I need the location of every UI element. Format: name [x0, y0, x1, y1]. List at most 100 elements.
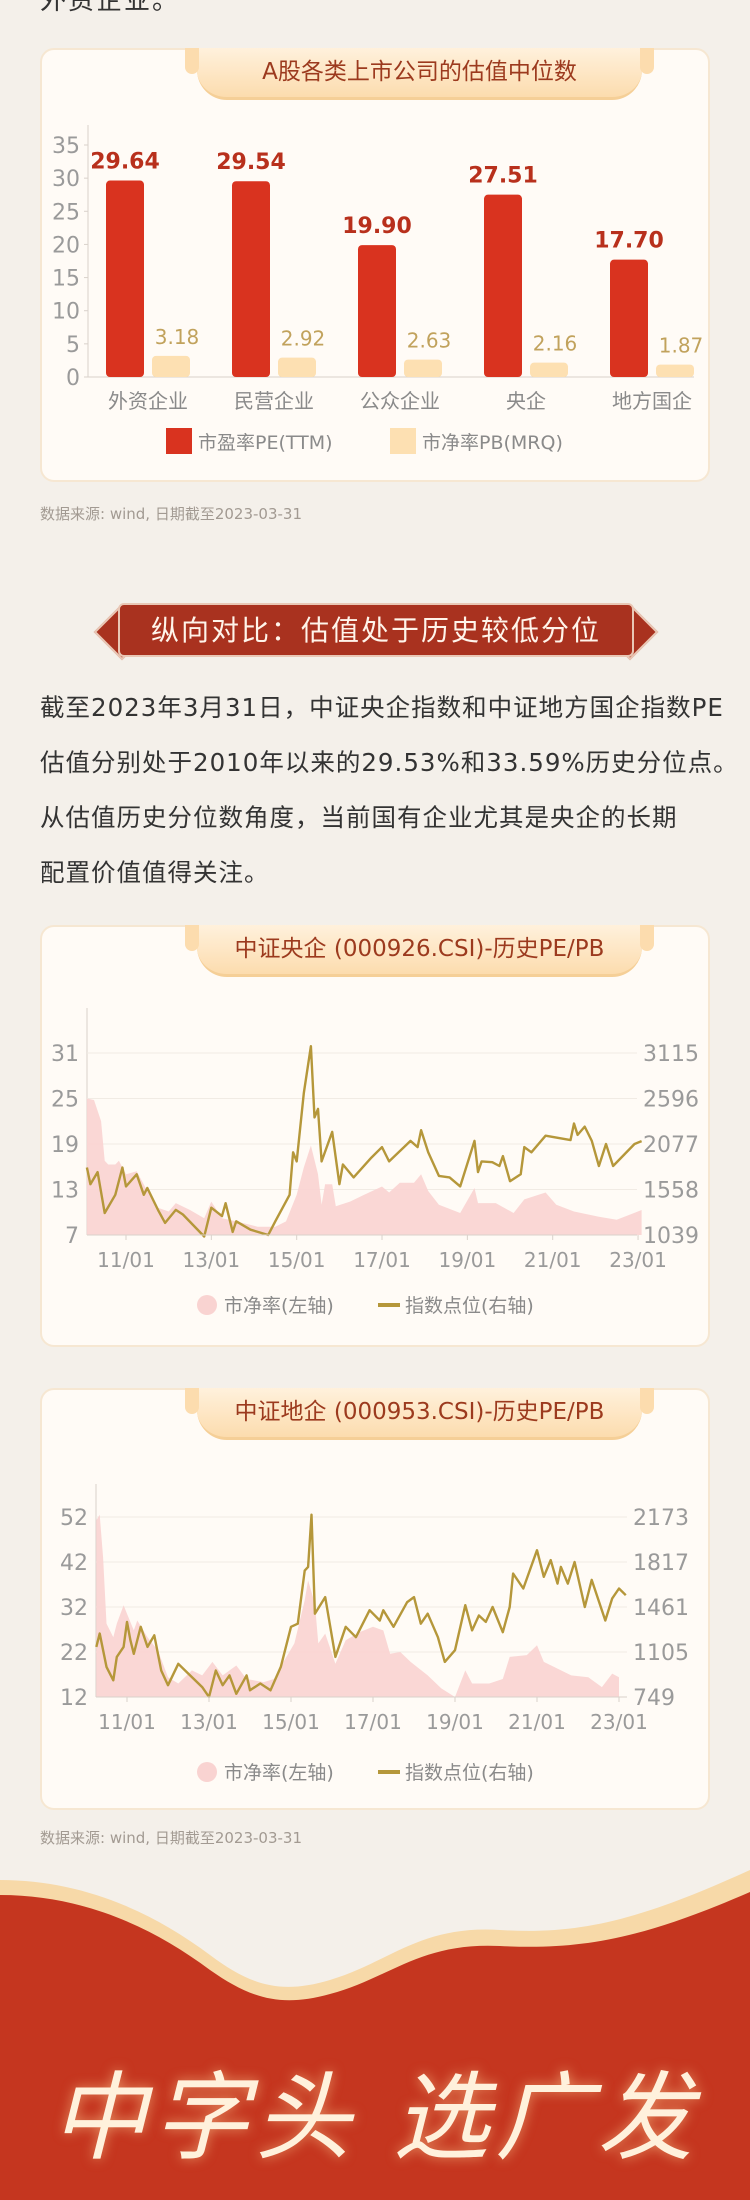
- y-tick-label: 20: [52, 233, 80, 258]
- right-axis-tick-label: 1105: [633, 1641, 689, 1666]
- right-axis-tick-label: 3115: [643, 1042, 699, 1067]
- right-axis-tick-label: 1039: [643, 1224, 699, 1249]
- category-label: 央企: [506, 389, 546, 413]
- category-label: 公众企业: [360, 389, 440, 413]
- footer-slogan-calligraphy: 中字头 选广发: [50, 2062, 700, 2174]
- legend-label-pb: 市净率(左轴): [224, 1762, 334, 1784]
- pb-bar: [404, 359, 442, 377]
- right-axis-tick-label: 2077: [643, 1133, 699, 1158]
- chart-title: 中证央企 (000926.CSI)-历史PE/PB: [185, 925, 654, 977]
- x-tick-label: 19/01: [426, 1710, 484, 1734]
- legend-label-index: 指数点位(右轴): [405, 1295, 534, 1317]
- paragraph-line: 从估值历史分位数角度，当前国有企业尤其是央企的长期: [40, 803, 678, 832]
- csi-local-soe-chart: 12 749 22 1105 32 1461 42 1817 52 2173 11/01 13/01 1…: [60, 1484, 689, 1784]
- section-heading: 纵向对比：估值处于历史较低分位: [118, 603, 634, 657]
- pe-data-label: 19.90: [342, 214, 412, 239]
- legend-label-pb: 市净率(左轴): [224, 1295, 334, 1317]
- pe-data-label: 29.54: [216, 150, 286, 175]
- paragraph-line: 配置价值值得关注。: [40, 858, 270, 887]
- pe-bar: [232, 181, 270, 377]
- pe-bar: [484, 194, 522, 377]
- left-axis-tick-label: 22: [60, 1641, 88, 1666]
- x-tick-label: 15/01: [268, 1248, 326, 1272]
- category-label: 外资企业: [108, 389, 188, 413]
- footer-red-wave: [0, 1870, 750, 2200]
- left-axis-tick-label: 25: [51, 1088, 79, 1113]
- bar-chart: 0 5 10 15 20 25 30 35 29.64 3.18 外资企业 29.54 2.92 民营企业…: [52, 125, 704, 454]
- chart-title: A股各类上市公司的估值中位数: [185, 48, 654, 100]
- x-tick-label: 11/01: [98, 1710, 156, 1734]
- legend-label-pb: 市净率PB(MRQ): [422, 432, 563, 454]
- pb-data-label: 1.87: [659, 334, 704, 358]
- chart-title: 中证地企 (000953.CSI)-历史PE/PB: [185, 1388, 654, 1440]
- index-line-series: [95, 1513, 627, 1699]
- section-paragraph: 截至2023年3月31日，中证央企指数和中证地方国企指数PE 估值分别处于201…: [40, 680, 739, 900]
- x-tick-label: 19/01: [439, 1248, 497, 1272]
- pb-bar: [656, 364, 694, 377]
- csi-central-soe-chart-card: 中证央企 (000926.CSI)-历史PE/PB: [40, 925, 710, 1347]
- x-tick-label: 17/01: [353, 1248, 411, 1272]
- left-axis-tick-label: 32: [60, 1596, 88, 1621]
- pb-bar: [530, 362, 568, 377]
- pe-bar: [106, 180, 144, 377]
- legend-label-index: 指数点位(右轴): [405, 1762, 534, 1784]
- left-axis-tick-label: 12: [60, 1686, 88, 1711]
- right-axis-tick-label: 1461: [633, 1596, 689, 1621]
- pe-data-label: 29.64: [90, 150, 160, 175]
- pe-bar: [610, 259, 648, 377]
- right-axis-tick-label: 1817: [633, 1551, 689, 1576]
- pb-area-series: [96, 1514, 619, 1697]
- left-axis-tick-label: 13: [51, 1179, 79, 1204]
- pb-data-label: 2.92: [281, 327, 326, 351]
- x-tick-label: 21/01: [524, 1248, 582, 1272]
- pe-data-label: 17.70: [594, 229, 664, 254]
- legend-swatch-pe: [166, 428, 192, 454]
- y-tick-label: 5: [66, 333, 80, 358]
- x-tick-label: 17/01: [344, 1710, 402, 1734]
- legend-swatch-pb: [197, 1295, 217, 1315]
- left-axis-tick-label: 7: [65, 1224, 79, 1249]
- x-tick-label: 23/01: [609, 1248, 667, 1272]
- data-source-note: 数据来源: wind, 日期截至2023-03-31: [40, 505, 302, 523]
- y-tick-label: 10: [52, 300, 80, 325]
- category-label: 民营企业: [234, 389, 314, 413]
- right-axis-tick-label: 2596: [643, 1088, 699, 1113]
- x-tick-label: 21/01: [508, 1710, 566, 1734]
- right-axis-tick-label: 749: [633, 1686, 675, 1711]
- pe-bar: [358, 245, 396, 377]
- left-axis-tick-label: 31: [51, 1042, 79, 1067]
- left-axis-tick-label: 19: [51, 1133, 79, 1158]
- x-tick-label: 23/01: [590, 1710, 648, 1734]
- y-tick-label: 35: [52, 134, 80, 159]
- pb-area-series: [86, 1098, 642, 1235]
- x-tick-label: 13/01: [183, 1248, 241, 1272]
- category-label: 地方国企: [612, 389, 692, 413]
- x-tick-label: 11/01: [97, 1248, 155, 1272]
- left-axis-tick-label: 42: [60, 1551, 88, 1576]
- pb-data-label: 3.18: [155, 325, 200, 349]
- legend-label-pe: 市盈率PE(TTM): [198, 432, 333, 454]
- right-axis-tick-label: 1558: [643, 1179, 699, 1204]
- right-axis-tick-label: 2173: [633, 1506, 689, 1531]
- csi-central-soe-chart: 7 1039 13 1558 19 2077 25 2596 31 3115 11/01 13/01 1…: [51, 1008, 699, 1317]
- intro-text-fragment: 外资企业。: [40, 0, 181, 16]
- legend-swatch-pb: [390, 428, 416, 454]
- y-tick-label: 0: [66, 366, 80, 391]
- pb-data-label: 2.63: [407, 329, 452, 353]
- pb-bar: [152, 355, 190, 377]
- y-tick-label: 25: [52, 200, 80, 225]
- paragraph-line: 估值分别处于2010年以来的29.53%和33.59%历史分位点。: [40, 748, 739, 777]
- pe-data-label: 27.51: [468, 164, 538, 189]
- data-source-note: 数据来源: wind, 日期截至2023-03-31: [40, 1829, 302, 1847]
- legend-swatch-pb: [197, 1762, 217, 1782]
- index-line-series: [85, 1045, 643, 1238]
- pb-data-label: 2.16: [533, 332, 578, 356]
- paragraph-line: 截至2023年3月31日，中证央企指数和中证地方国企指数PE: [40, 693, 724, 722]
- section-heading-banner: 纵向对比：估值处于历史较低分位: [93, 597, 659, 663]
- x-tick-label: 15/01: [262, 1710, 320, 1734]
- left-axis-tick-label: 52: [60, 1506, 88, 1531]
- pb-bar: [278, 357, 316, 377]
- y-tick-label: 15: [52, 267, 80, 292]
- x-tick-label: 13/01: [180, 1710, 238, 1734]
- y-tick-label: 30: [52, 167, 80, 192]
